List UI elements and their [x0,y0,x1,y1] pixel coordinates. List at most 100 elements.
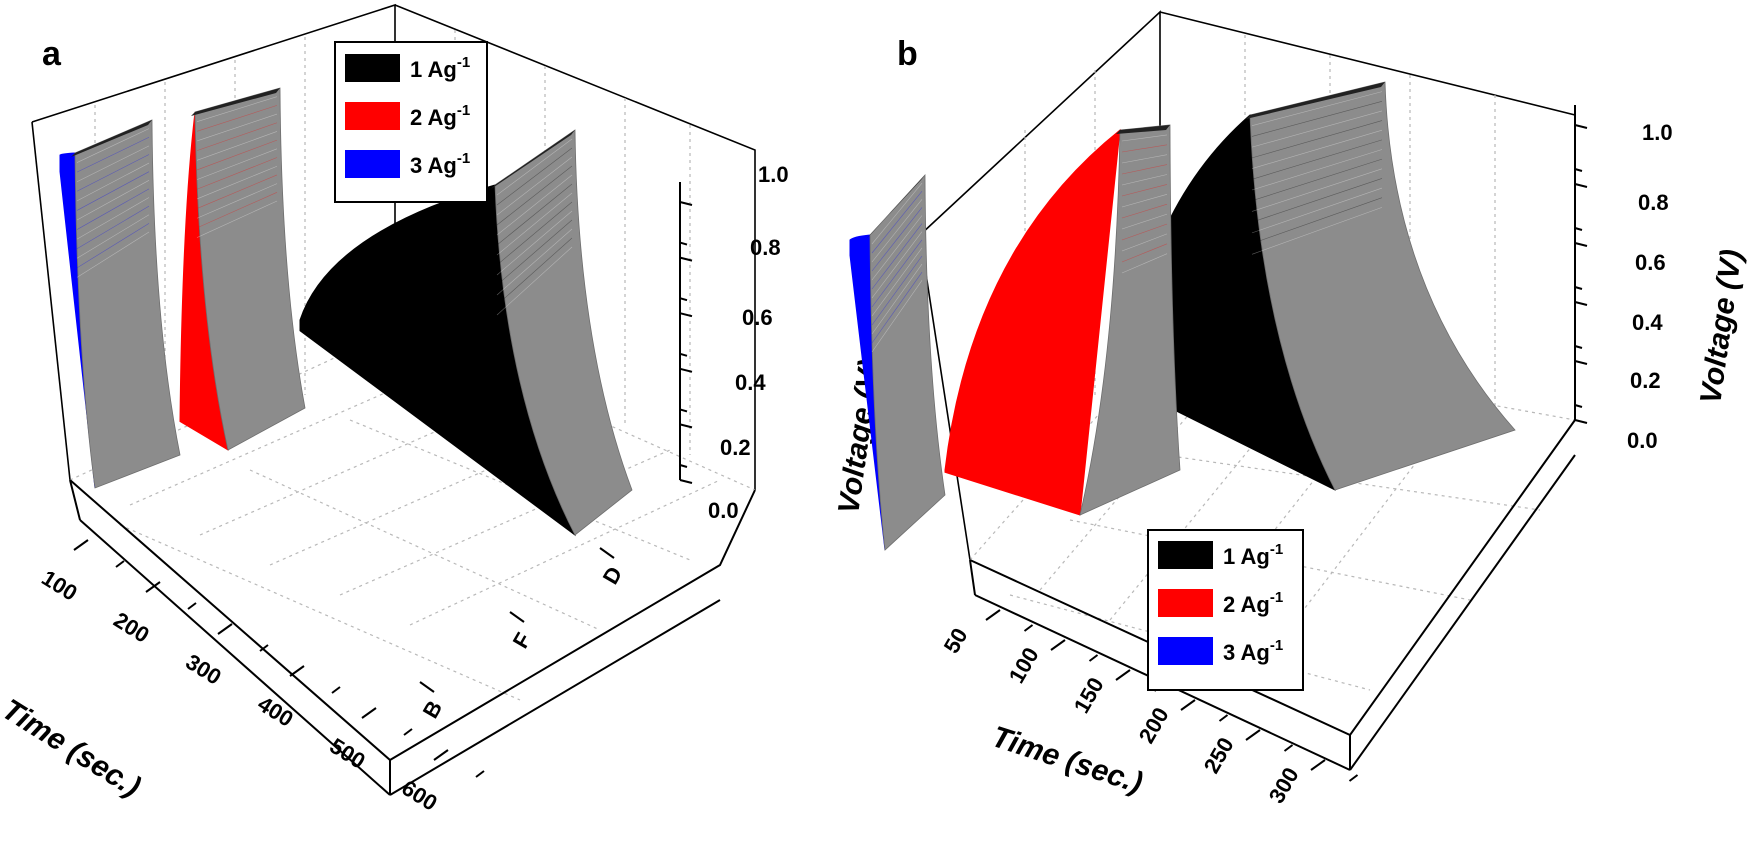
panel-a-time-minor-tick [187,602,197,610]
panel-a-series-2-surface-striation [196,113,278,142]
panel-b-series-1-surface-striation [1251,100,1383,137]
panel-a-series-1-surface-striation [496,138,573,196]
panel-b-voltage-minor-tick [1574,168,1583,172]
panel-b-label: b [897,35,918,73]
panel-a-series-1-surface-striation [496,228,573,296]
panel-b-series-3-surface-striation [871,215,923,281]
panel-b-voltage-tick-label: 0.2 [1630,368,1661,393]
panel-b-time-tick-label: 250 [1199,733,1239,777]
panel-b-series-3-surface-striation [871,231,923,299]
panel-a-legend-swatch [345,150,400,178]
panel-a-voltage-tick [679,367,693,373]
panel-b-legend-swatch [1158,541,1213,569]
panel-a-voltage-minor-tick [679,241,688,246]
panel-b-zlabel: Voltage (V) [1694,247,1748,406]
panel-a-series-3-surface-striation [76,171,150,211]
panel-a-series-1-surface-striation [496,192,573,256]
panel-a-time-tick-label: 200 [109,607,153,648]
panel-a-series-2-surface-striation [196,200,278,238]
panel-a-series-3-surface-side [74,119,181,489]
panel-a-series-3-surface-top-edge [71,120,152,157]
panel-a-time-tick [289,665,305,677]
panel-a-series-1-surface-striation [496,174,573,236]
panel-b-voltage-tick [1574,124,1588,129]
panel-b-series-1-surface-side [1249,81,1516,491]
panel-a-series-1-surface-striation [496,201,573,266]
panel-a-voltage-tick [679,201,693,206]
panel-b-series-3-surface-striation [871,272,923,344]
panel-b-series-3-surface-striation [871,255,923,326]
panel-a-series-2-surface [179,87,306,451]
panel-a-series-3-surface-striation [76,128,150,163]
panel-b-series-2-surface-side [1079,124,1181,516]
panel-a-time-minor-tick [403,728,413,736]
panel-a: a [0,3,887,816]
panel-b-voltage-tick-label: 0.4 [1632,310,1663,335]
panel-b-series-1-surface-striation [1251,168,1383,212]
panel-b-series-3-surface-striation [871,239,923,308]
panel-b-series-2-surface-top-edge [1116,125,1170,134]
panel-a-series-3-surface-striation [76,223,150,269]
panel-b-voltage-tick-label: 0.8 [1638,190,1669,215]
panel-b-series-1-surface-striation [1251,207,1383,255]
panel-a-series-2-surface-striation [196,192,278,229]
panel-b: b 0.0 0.2 0.4 0.6 0.8 1.0 50 [849,10,1749,808]
panel-a-time-tick [73,539,89,551]
panel-a-series-3-surface-striation [76,145,150,182]
panel-b-voltage-tick-label: 0.0 [1627,428,1658,453]
panel-b-series-3-surface-striation [871,280,923,353]
panel-b-series-1-surface-striation [1251,129,1383,169]
panel-b-time-minor-tick [1023,624,1034,632]
panel-a-series-2-surface-striation [196,165,278,200]
panel-b-series-3-surface-side [869,173,946,551]
panel-b-series-1-surface-striation [1251,197,1383,244]
panel-b-series-2-surface-front [944,128,1121,516]
panel-a-series-1-surface-striation [496,246,573,316]
panel-a-floor-frame [69,479,756,762]
panel-b-series-2-surface-striation [1121,253,1168,274]
panel-a-series-2-surface-striation [196,148,278,180]
panel-a-category-tick-label: D [598,562,628,588]
panel-b-series-1-surface-striation [1251,149,1383,191]
panel-a-series-2-surface-striation [196,183,278,219]
panel-a-time-tick-label: 600 [397,775,441,816]
panel-a-series-3-surface-striation [76,214,150,259]
panel-a-legend-swatch [345,54,400,82]
panel-b-voltage-tick-label: 0.6 [1635,250,1666,275]
panel-b-series-2-surface-striation [1121,223,1168,241]
panel-b-xlabel: Time (sec.) [988,720,1147,800]
panel-a-category-tick [599,547,615,559]
panel-b-series-2-surface-striation [1121,154,1168,164]
panel-b-voltage-minor-tick [1574,286,1583,290]
panel-b-series-2-surface-striation [1121,134,1168,142]
panel-a-voltage-minor-tick [679,464,688,468]
panel-b-time-tick [1245,729,1261,741]
panel-a-category-tick-label: B [418,696,448,722]
panel-a-time-tick [433,749,449,761]
panel-b-surfaces [849,81,1516,551]
panel-b-voltage-tick [1574,242,1588,247]
panel-b-series-1-surface-striation [1251,139,1383,180]
panel-b-time-tick-label: 300 [1264,763,1304,807]
panel-a-time-tick [217,623,233,635]
panel-a-category-tick-label: F [508,628,536,652]
panel-a-label: a [42,35,62,73]
panel-b-series-3-surface-striation [871,199,923,263]
panel-b-series-1-surface [1124,81,1516,491]
panel-a-series-1-surface-striation [496,165,573,226]
panel-b-series-3-surface [849,173,946,551]
panel-a-series-3-surface [59,119,181,489]
panel-b-series-1-surface-striation [1251,158,1383,202]
panel-b-time-minor-tick [1348,774,1359,782]
panel-a-voltage-tick-label: 0.2 [720,435,751,460]
panel-a-time-minor-tick [331,686,341,694]
panel-b-series-1-surface-striation [1251,110,1383,148]
panel-a-legend-label: 2 Ag-1 [410,102,470,130]
panel-a-series-1-surface-striation [496,210,573,276]
panel-b-voltage-tick [1574,419,1588,424]
panel-a-xlabel: Time (sec.) [0,693,146,804]
panel-b-legend-label: 3 Ag-1 [1223,637,1283,665]
panel-a-legend-swatch [345,102,400,130]
panel-a-series-3-surface-striation [76,197,150,240]
